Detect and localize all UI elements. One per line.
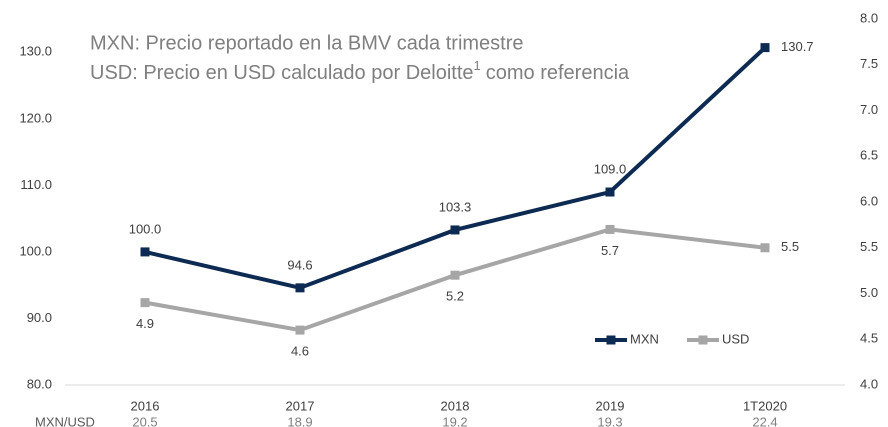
y2-tick-label: 7.0	[860, 102, 878, 117]
y-tick-label: 90.0	[27, 310, 52, 325]
exchange-rate: 19.3	[597, 414, 622, 427]
y2-tick-label: 6.5	[860, 148, 878, 163]
series-marker	[760, 243, 770, 253]
series-marker	[140, 247, 150, 257]
y-tick-label: 100.0	[19, 243, 52, 258]
legend-label: MXN	[630, 331, 659, 346]
y2-tick-label: 5.5	[860, 239, 878, 254]
y-tick-label: 80.0	[27, 376, 52, 391]
data-label: 5.2	[446, 289, 464, 304]
legend-marker	[698, 335, 708, 345]
data-label: 103.3	[439, 199, 472, 214]
y2-tick-label: 6.0	[860, 193, 878, 208]
y2-tick-label: 4.0	[860, 376, 878, 391]
chart-title: MXN: Precio reportado en la BMV cada tri…	[90, 32, 524, 54]
legend-label: USD	[722, 331, 749, 346]
exchange-rate: 18.9	[287, 414, 312, 427]
subtitle-text: como referencia	[486, 62, 630, 84]
x-tick-label: 2016	[131, 398, 160, 413]
subtitle-text: USD: Precio en USD calculado por Deloitt…	[90, 62, 474, 84]
data-label: 4.9	[136, 316, 154, 331]
series-marker	[295, 325, 305, 335]
series-marker	[450, 225, 460, 235]
series-marker	[295, 283, 305, 293]
data-label: 109.0	[594, 161, 627, 176]
x-tick-label: 2018	[441, 398, 470, 413]
subtitle-superscript: 1	[474, 58, 481, 73]
y2-tick-label: 7.5	[860, 56, 878, 71]
series-marker	[605, 224, 615, 234]
x-tick-label: 2017	[286, 398, 315, 413]
y2-tick-label: 8.0	[860, 10, 878, 25]
chart-subtitle: USD: Precio en USD calculado por Deloitt…	[90, 58, 630, 84]
exchange-rate: 22.4	[752, 414, 777, 427]
legend-marker	[606, 335, 616, 345]
y2-tick-label: 5.0	[860, 285, 878, 300]
exchange-rate: 20.5	[132, 414, 157, 427]
y2-tick-label: 4.5	[860, 331, 878, 346]
data-label: 4.6	[291, 344, 309, 359]
exchange-rate-label: MXN/USD	[35, 414, 95, 427]
data-label: 5.7	[601, 243, 619, 258]
series-marker	[605, 187, 615, 197]
data-label: 94.6	[287, 257, 312, 272]
x-tick-label: 2019	[596, 398, 625, 413]
data-label: 100.0	[129, 221, 162, 236]
exchange-rate: 19.2	[442, 414, 467, 427]
y-tick-label: 110.0	[20, 177, 52, 192]
y-tick-label: 130.0	[19, 44, 52, 59]
x-tick-label: 1T2020	[743, 398, 787, 413]
series-marker	[450, 270, 460, 280]
data-label: 130.7	[781, 39, 814, 54]
series-marker	[140, 298, 150, 308]
series-marker	[760, 43, 770, 53]
y-tick-label: 120.0	[19, 110, 52, 125]
series-line	[144, 227, 766, 333]
data-label: 5.5	[781, 239, 799, 254]
